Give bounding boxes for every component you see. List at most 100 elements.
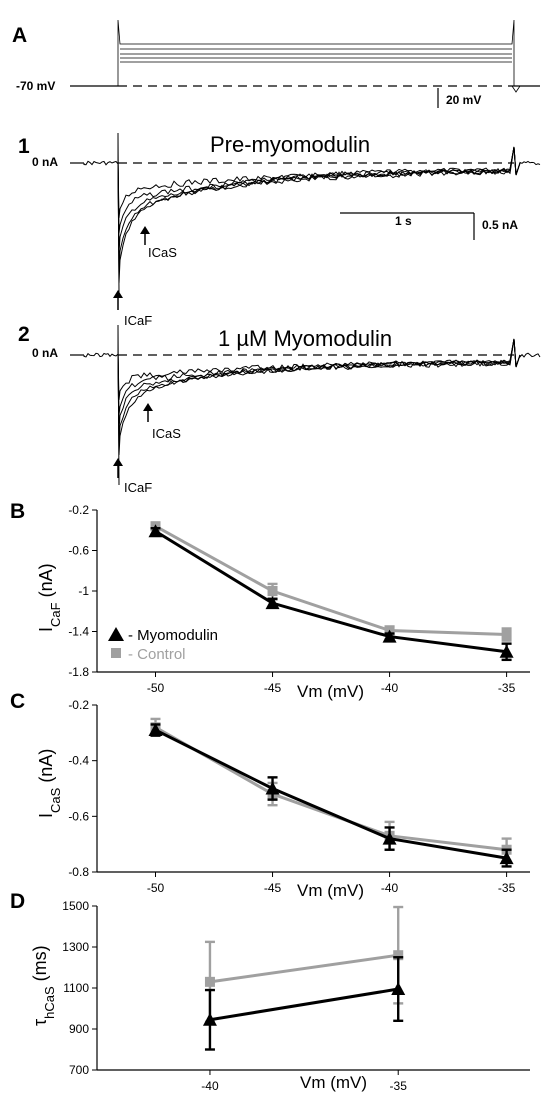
point-myomodulin xyxy=(499,851,514,865)
y-tick-label: -0.6 xyxy=(68,544,89,558)
chart-b-marks xyxy=(148,521,514,662)
point-myomodulin xyxy=(148,524,163,538)
legend-control-label: - Control xyxy=(128,646,186,663)
legend-control-marker xyxy=(111,648,121,658)
point-control xyxy=(204,976,215,987)
point-myomodulin xyxy=(265,596,280,610)
chart-d-marks xyxy=(202,905,406,1051)
y-tick-label: 700 xyxy=(69,1063,89,1077)
y-tick-label: -0.8 xyxy=(68,865,89,879)
panel-letter-c: C xyxy=(10,690,25,713)
chart-c-icas: C -0.2 -0.4 -0.6 -0.8 -50 -45 -40 -35 ICaS (nA)… xyxy=(10,690,530,900)
chart-d-xlabel: Vm (mV) xyxy=(300,1073,367,1092)
stimulus-artifact xyxy=(117,132,120,294)
trace-baseline xyxy=(83,352,119,358)
point-control xyxy=(393,950,404,961)
x-tick-label: -40 xyxy=(201,1079,219,1093)
trace-tail xyxy=(519,160,541,166)
current-trace xyxy=(117,338,521,431)
y-tick-label: -1 xyxy=(78,584,89,598)
point-myomodulin xyxy=(391,982,406,996)
point-myomodulin xyxy=(148,723,163,737)
chart-b-axes: -0.2 -0.6 -1 -1.4 -1.8 -50 -45 -40 -35 xyxy=(68,503,530,695)
chart-b-ylabel: ICaF (nA) xyxy=(36,563,63,632)
point-myomodulin xyxy=(202,1012,217,1026)
series-line-myomodulin xyxy=(154,728,507,860)
current-scale-label: 0.5 nA xyxy=(482,218,518,232)
chart-b-icaf: B -0.2 -0.6 -1 -1.4 -1.8 -50 -45 -40 -35 ICaF (n… xyxy=(10,500,530,701)
chart-c-marks xyxy=(148,717,514,868)
point-control xyxy=(501,629,512,640)
chart-c-xlabel: Vm (mV) xyxy=(297,881,364,900)
y-tick-label: 1100 xyxy=(63,981,89,995)
current-trace xyxy=(117,338,521,401)
y-tick-label: 1300 xyxy=(62,940,89,954)
arrow-label-icas-1: ICaS xyxy=(148,245,177,260)
arrow-icaF-1: ICaF xyxy=(113,290,152,328)
chart-d-tau: D 700 900 1100 1300 1500 -40 -35 τhCaS (ms) Vm… xyxy=(10,890,530,1093)
trace-number-1: 1 xyxy=(18,135,30,158)
voltage-steps xyxy=(117,19,521,93)
current-trace xyxy=(117,146,521,284)
x-tick-label: -45 xyxy=(264,681,282,695)
arrow-icaS-2: ICaS xyxy=(143,403,181,441)
y-tick-label: -0.2 xyxy=(68,503,89,517)
voltage-scale-label: 20 mV xyxy=(446,93,481,107)
y-tick-label: 1500 xyxy=(62,899,89,913)
panel-letter-d: D xyxy=(10,890,25,913)
arrow-label-icas-2: ICaS xyxy=(152,426,181,441)
panel-letter-a: A xyxy=(12,24,27,47)
series-line-control xyxy=(154,725,507,852)
panel-letter-b: B xyxy=(10,500,25,523)
x-tick-label: -35 xyxy=(390,1079,408,1093)
chart-c-axes: -0.2 -0.4 -0.6 -0.8 -50 -45 -40 -35 xyxy=(68,698,530,895)
series-line-control xyxy=(209,953,399,984)
trace-number-2: 2 xyxy=(18,323,30,346)
stimulus-artifact xyxy=(117,324,120,486)
zero-current-label-2: 0 nA xyxy=(32,346,58,360)
point-myomodulin xyxy=(382,831,397,845)
point-control xyxy=(267,586,278,596)
y-tick-label: -0.4 xyxy=(68,754,89,768)
current-traces-1 xyxy=(83,132,541,294)
current-trace xyxy=(117,146,521,219)
trace-title-2: 1 µM Myomodulin xyxy=(218,326,392,351)
x-tick-label: -45 xyxy=(264,881,282,895)
trace-tail xyxy=(519,352,541,359)
point-myomodulin xyxy=(265,781,280,795)
series-line-control xyxy=(154,524,507,637)
series-line-myomodulin xyxy=(209,987,399,1022)
y-tick-label: -1.8 xyxy=(68,665,89,679)
chart-c-ylabel: ICaS (nA) xyxy=(36,749,63,818)
point-myomodulin xyxy=(499,644,514,658)
panel-a: A -70 mV 20 mV xyxy=(12,19,540,108)
y-tick-label: 900 xyxy=(69,1022,89,1036)
trace-panel-2: 2 1 µM Myomodulin 0 nA ICaS ICaF xyxy=(18,323,541,495)
holding-potential-label: -70 mV xyxy=(16,79,55,93)
x-tick-label: -50 xyxy=(147,881,165,895)
x-tick-label: -50 xyxy=(147,681,165,695)
point-myomodulin xyxy=(382,629,397,643)
chart-d-ylabel: τhCaS (ms) xyxy=(30,945,57,1026)
trace-title-1: Pre-myomodulin xyxy=(210,132,370,157)
zero-current-label-1: 0 nA xyxy=(32,155,58,169)
arrow-icaF-2: ICaF xyxy=(113,458,152,495)
chart-b-legend: - Myomodulin - Control xyxy=(108,627,218,663)
arrow-label-icaf-2: ICaF xyxy=(124,480,152,495)
trace-panel-1: 1 Pre-myomodulin 0 nA 1 s 0.5 nA ICaS IC… xyxy=(18,132,541,328)
legend-myomodulin-label: - Myomodulin xyxy=(128,627,218,644)
x-tick-label: -40 xyxy=(381,681,399,695)
x-tick-label: -35 xyxy=(498,881,516,895)
current-trace xyxy=(117,146,521,274)
x-tick-label: -35 xyxy=(498,681,516,695)
chart-b-xlabel: Vm (mV) xyxy=(297,682,364,701)
arrow-icaS-1: ICaS xyxy=(140,226,177,260)
y-tick-label: -1.4 xyxy=(68,625,89,639)
series-line-myomodulin xyxy=(154,529,507,654)
arrow-label-icaf-1: ICaF xyxy=(124,313,152,328)
chart-d-axes: 700 900 1100 1300 1500 -40 -35 xyxy=(62,899,530,1093)
time-scale-label: 1 s xyxy=(395,214,412,228)
legend-myomodulin-marker xyxy=(108,627,124,641)
trace-baseline xyxy=(83,160,119,166)
